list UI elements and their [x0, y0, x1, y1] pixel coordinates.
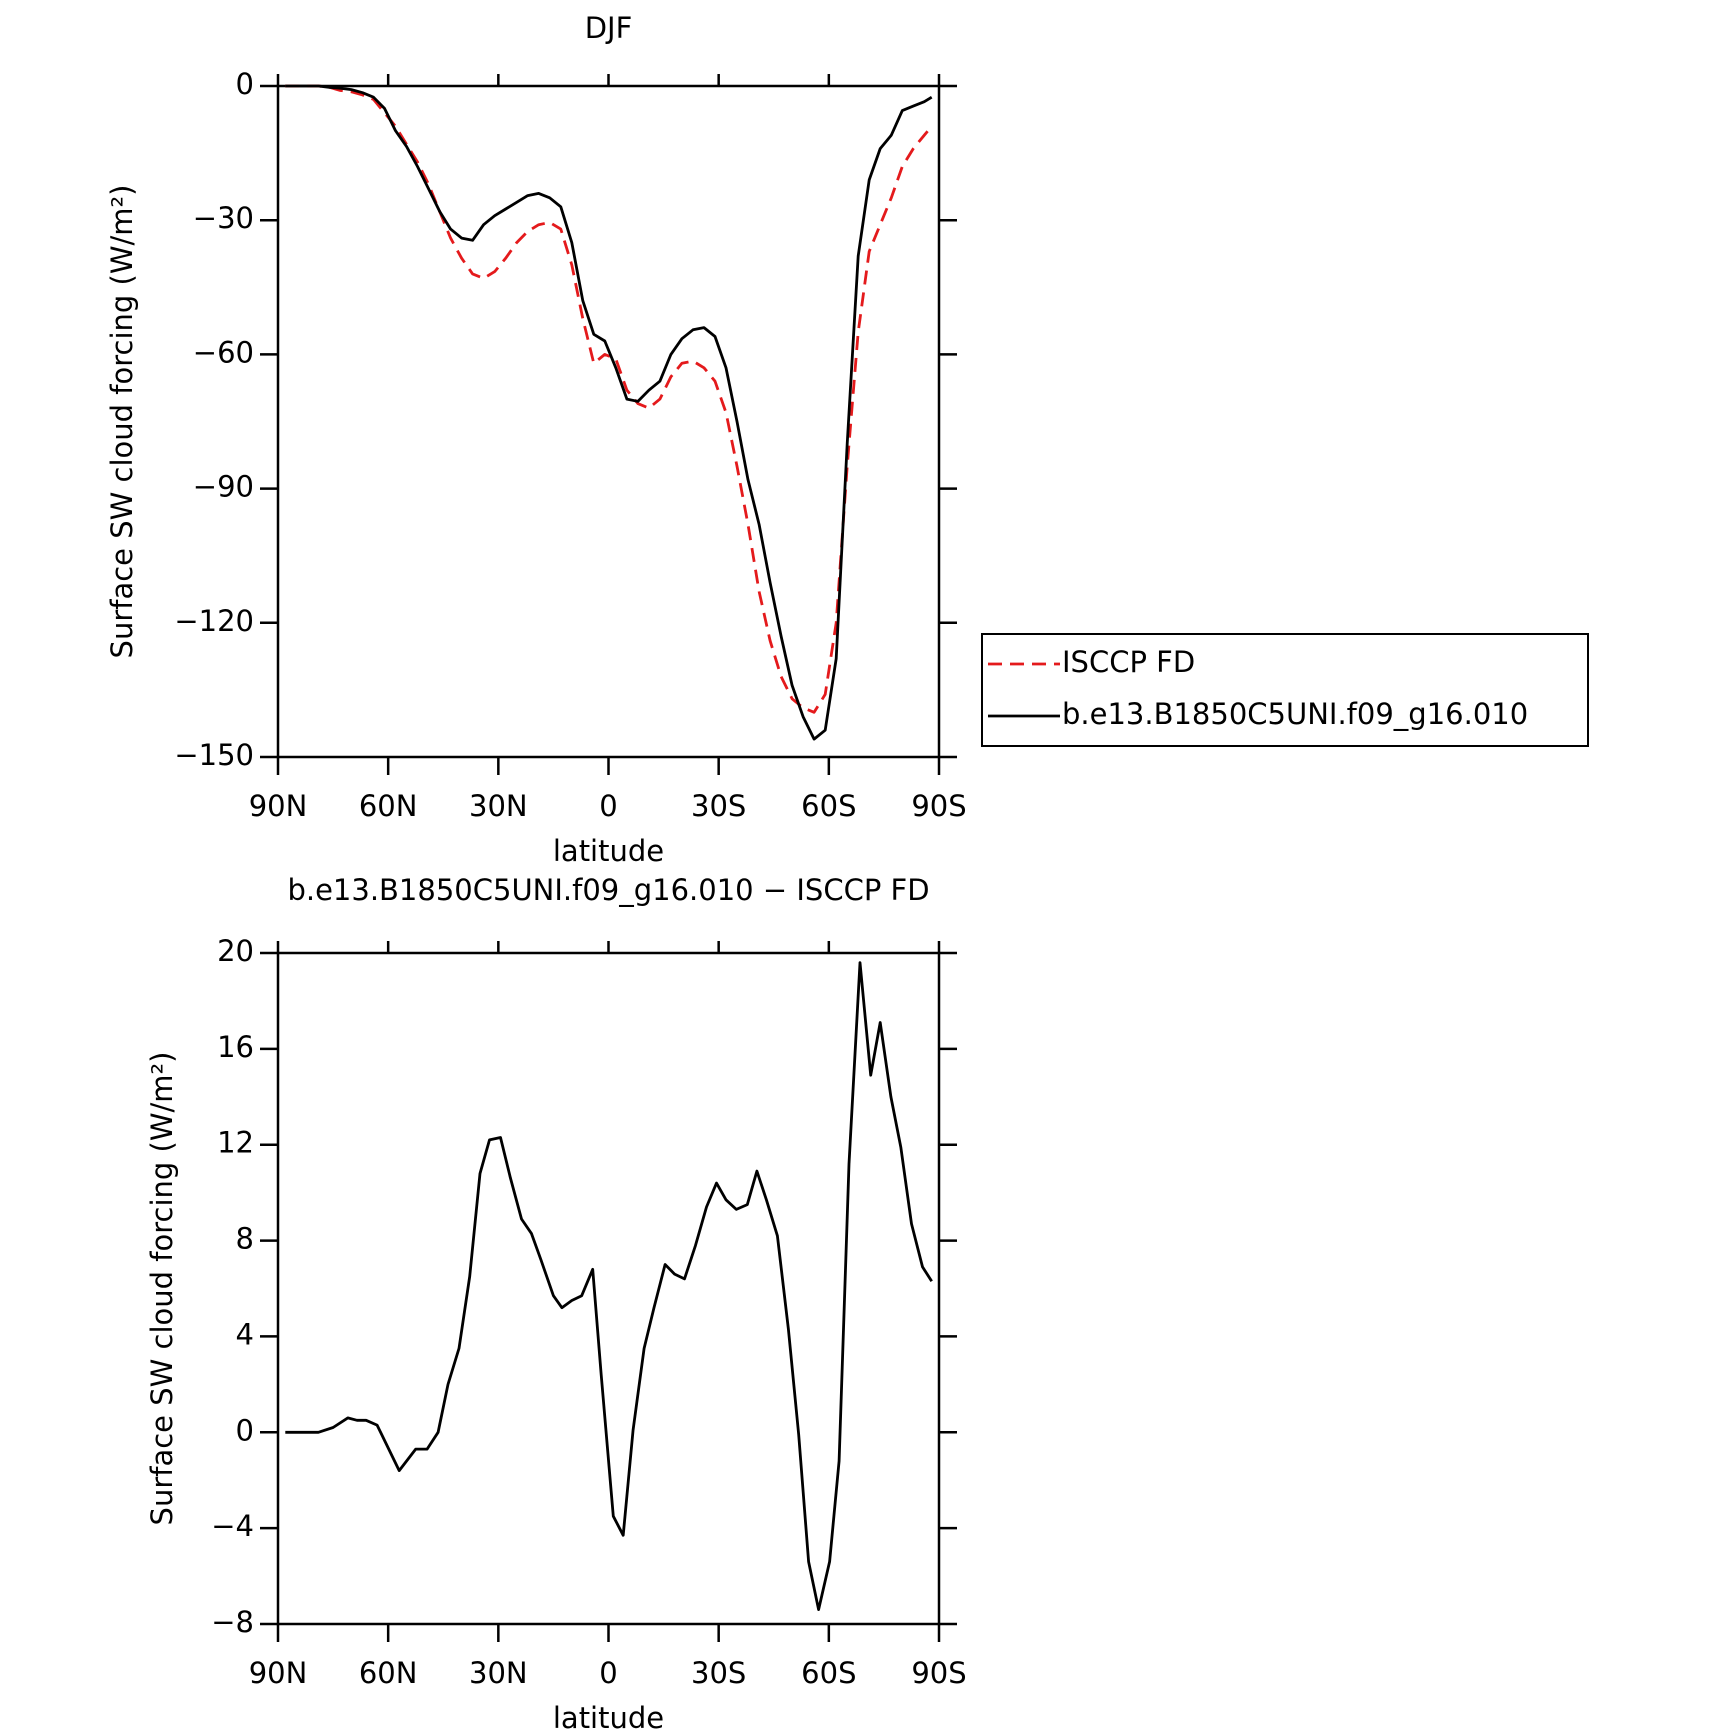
- x-tick-label: 60S: [801, 789, 856, 823]
- x-tick-label: 0: [599, 789, 617, 823]
- x-tick-label: 90N: [249, 1656, 308, 1690]
- x-tick-label: 60N: [359, 1656, 418, 1690]
- y-tick-label: 4: [236, 1317, 254, 1351]
- x-tick-label: 90S: [911, 1656, 966, 1690]
- data-line: [285, 84, 933, 714]
- x-tick-label: 90N: [249, 789, 308, 823]
- x-tick-label: 90S: [911, 789, 966, 823]
- y-tick-label: 16: [217, 1030, 254, 1064]
- x-tick-label: 30N: [469, 1656, 528, 1690]
- y-tick-label: −8: [211, 1605, 254, 1639]
- y-tick-label: −90: [193, 470, 254, 504]
- x-tick-label: 30S: [691, 789, 746, 823]
- x-axis-label: latitude: [553, 1701, 664, 1734]
- y-tick-label: −30: [193, 201, 254, 235]
- plot-frame: [276, 84, 941, 759]
- y-tick-label: 0: [236, 1413, 254, 1447]
- x-tick-label: 30N: [469, 789, 528, 823]
- chart-title: b.e13.B1850C5UNI.f09_g16.010 − ISCCP FD: [287, 873, 929, 907]
- legend-box: [981, 633, 1589, 747]
- x-tick-label: 30S: [691, 1656, 746, 1690]
- x-tick-label: 0: [599, 1656, 617, 1690]
- y-tick-label: 0: [236, 67, 254, 101]
- y-tick-label: −120: [174, 604, 254, 638]
- y-axis-label: Surface SW cloud forcing (W/m²): [145, 1052, 179, 1526]
- y-tick-label: 8: [236, 1222, 254, 1256]
- y-tick-label: −150: [174, 738, 254, 772]
- y-tick-label: −4: [211, 1509, 254, 1543]
- legend-label: b.e13.B1850C5UNI.f09_g16.010: [1062, 697, 1528, 731]
- y-tick-label: 12: [217, 1126, 254, 1160]
- x-axis-label: latitude: [553, 834, 664, 868]
- y-axis-label: Surface SW cloud forcing (W/m²): [105, 185, 139, 659]
- legend-label: ISCCP FD: [1062, 645, 1195, 679]
- chart-title: DJF: [585, 11, 633, 45]
- y-tick-label: 20: [217, 934, 254, 968]
- x-tick-label: 60N: [359, 789, 418, 823]
- x-tick-label: 60S: [801, 1656, 856, 1690]
- y-tick-label: −60: [193, 335, 254, 369]
- data-line: [285, 84, 933, 741]
- plot-frame: [276, 951, 941, 1626]
- data-line: [285, 961, 933, 1611]
